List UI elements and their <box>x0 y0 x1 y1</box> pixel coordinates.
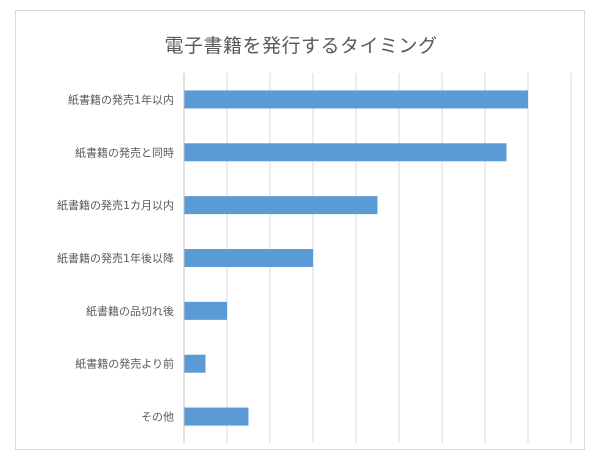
chart-title: 電子書籍を発行するタイミング <box>164 35 438 57</box>
bar <box>184 354 206 373</box>
bar <box>184 249 313 267</box>
bar <box>184 90 528 109</box>
bar <box>184 196 378 215</box>
category-label: 紙書籍の発売1カ月以内 <box>57 198 174 212</box>
category-label: 紙書籍の発売1年以内 <box>68 92 174 106</box>
bar <box>184 407 249 426</box>
category-label: 紙書籍の発売1年後以降 <box>57 251 174 265</box>
chart-frame: 電子書籍を発行するタイミング 紙書籍の発売1年以内 紙書籍の発売と同時 紙書籍の発売… <box>15 10 585 450</box>
category-label: 紙書籍の品切れ後 <box>86 304 174 318</box>
bar-chart: 紙書籍の発売1年以内紙書籍の発売と同時紙書籍の発売1カ月以内紙書籍の発売1年後以… <box>57 73 572 443</box>
category-label: その他 <box>141 411 174 424</box>
category-label: 紙書籍の発売と同時 <box>75 145 174 159</box>
category-label: 紙書籍の発売より前 <box>75 357 174 371</box>
bar <box>184 301 227 320</box>
bar <box>184 143 507 162</box>
